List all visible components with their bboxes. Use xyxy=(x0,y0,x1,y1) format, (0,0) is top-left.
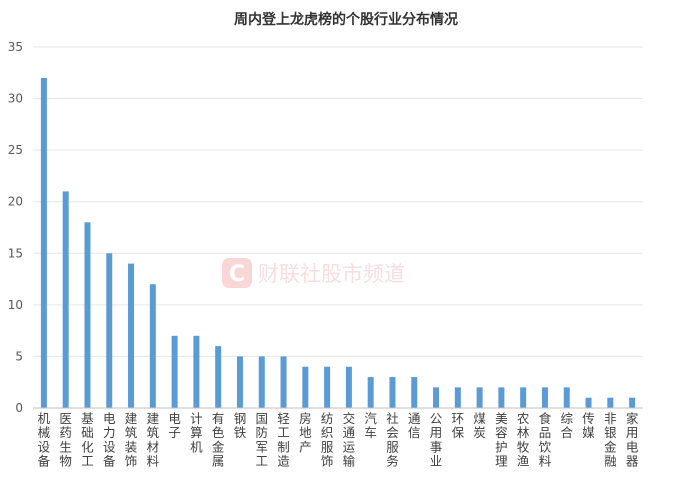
bar xyxy=(236,356,243,408)
watermark-logo-letter: C xyxy=(229,262,245,287)
x-tick-label: 电子 xyxy=(168,411,181,440)
x-tick-label: 非银金融 xyxy=(604,411,617,469)
chart-title: 周内登上龙虎榜的个股行业分布情况 xyxy=(234,11,458,28)
x-tick-label: 综合 xyxy=(560,411,573,440)
x-tick-label: 环保 xyxy=(452,411,465,440)
y-tick-label: 20 xyxy=(8,195,23,209)
bar xyxy=(84,222,91,408)
x-tick-label: 纺织服饰 xyxy=(321,411,334,469)
x-tick-label: 家用电器 xyxy=(626,411,639,469)
x-tick-label: 食品饮料 xyxy=(539,411,552,469)
x-tick-label: 计算机 xyxy=(190,411,203,454)
x-tick-label: 有色金属 xyxy=(212,411,225,469)
watermark: C 财联社股市频道 xyxy=(222,258,405,288)
x-tick-label: 通信 xyxy=(408,411,421,440)
x-tick-label: 美容护理 xyxy=(495,411,508,469)
bar xyxy=(411,377,418,408)
bar xyxy=(563,387,570,408)
x-tick-label: 公用事业 xyxy=(430,411,443,469)
bar xyxy=(106,253,113,408)
x-axis-labels: 机械设备医药生物基础化工电力设备建筑装饰建筑材料电子计算机有色金属钢铁国防军工轻… xyxy=(38,411,639,469)
x-tick-label: 煤炭 xyxy=(473,411,486,440)
y-tick-label: 35 xyxy=(8,40,23,54)
bar xyxy=(607,397,614,408)
bars xyxy=(40,77,636,408)
y-tick-label: 15 xyxy=(8,246,23,260)
bar xyxy=(541,387,548,408)
x-tick-label: 医药生物 xyxy=(59,411,72,469)
x-tick-label: 建筑材料 xyxy=(147,411,160,469)
watermark-logo-icon xyxy=(222,258,252,288)
bar xyxy=(367,377,374,408)
x-tick-label: 机械设备 xyxy=(38,411,51,469)
x-tick-label: 交通运输 xyxy=(343,411,356,469)
y-tick-label: 30 xyxy=(8,92,23,106)
x-tick-label: 钢铁 xyxy=(234,411,247,440)
bar xyxy=(585,397,592,408)
x-tick-label: 房地产 xyxy=(299,411,312,454)
y-tick-label: 5 xyxy=(15,349,23,363)
bar xyxy=(128,263,135,408)
x-tick-label: 电力设备 xyxy=(103,411,116,469)
bar xyxy=(171,335,178,408)
x-tick-label: 传媒 xyxy=(582,411,595,440)
bar xyxy=(345,366,352,408)
bar xyxy=(389,377,396,408)
bar xyxy=(476,387,483,408)
x-tick-label: 国防军工 xyxy=(255,411,268,469)
bar xyxy=(498,387,505,408)
bar xyxy=(193,335,200,408)
x-tick-label: 轻工制造 xyxy=(277,411,290,469)
y-axis-ticks: 0 5 10 15 20 25 30 35 xyxy=(8,40,23,415)
bar xyxy=(520,387,527,408)
bar xyxy=(215,346,222,408)
bar xyxy=(433,387,440,408)
x-tick-label: 基础化工 xyxy=(81,411,94,469)
x-tick-label: 农林牧渔 xyxy=(517,411,530,469)
bar xyxy=(454,387,461,408)
y-tick-label: 0 xyxy=(15,401,23,415)
x-tick-label: 汽车 xyxy=(364,411,377,440)
bar xyxy=(302,366,309,408)
bar xyxy=(280,356,287,408)
bar xyxy=(324,366,331,408)
x-tick-label: 社会服务 xyxy=(386,411,399,469)
y-tick-label: 25 xyxy=(8,143,23,157)
x-tick-label: 建筑装饰 xyxy=(125,411,138,469)
bar xyxy=(629,397,636,408)
gridlines xyxy=(33,46,643,357)
bar xyxy=(40,77,47,408)
y-tick-label: 10 xyxy=(8,298,23,312)
bar xyxy=(62,191,69,408)
watermark-text: 财联社股市频道 xyxy=(258,262,405,286)
bar xyxy=(258,356,265,408)
bar xyxy=(149,284,156,408)
